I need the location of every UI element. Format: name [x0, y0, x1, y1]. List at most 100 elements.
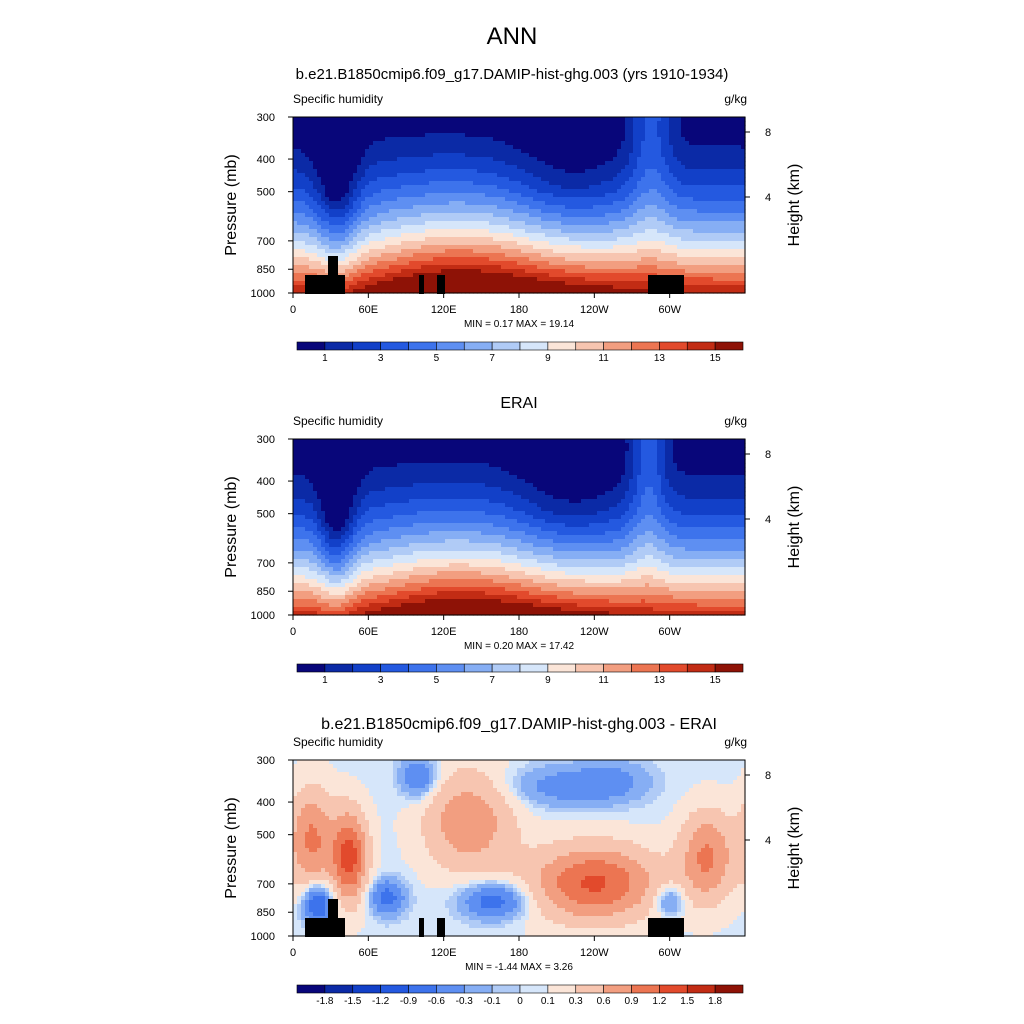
- units-label: g/kg: [724, 735, 747, 749]
- colorbar-label: 11: [598, 353, 609, 364]
- right-axis-title: Height (km): [786, 486, 803, 569]
- x-tick-label: 120W: [580, 304, 609, 316]
- colorbar-swatch: [436, 341, 465, 351]
- colorbar-swatch: [659, 663, 688, 673]
- x-tick-label: 60E: [359, 304, 379, 316]
- x-tick-label: 60W: [658, 304, 681, 316]
- y-tick-label: 400: [257, 154, 275, 166]
- x-tick-label: 60E: [359, 947, 379, 959]
- colorbar-swatch: [603, 341, 632, 351]
- panel-title: b.e21.B1850cmip6.f09_g17.DAMIP-hist-ghg.…: [296, 66, 729, 83]
- x-tick-label: 60W: [658, 626, 681, 638]
- colorbar-label: 15: [710, 353, 722, 364]
- colorbar-swatch: [296, 341, 326, 351]
- x-tick-label: 120E: [431, 626, 457, 638]
- terrain-mask: [305, 899, 684, 937]
- colorbar-label: -0.3: [456, 996, 474, 1007]
- colorbar-label: 1.8: [708, 996, 722, 1007]
- y-axis-title: Pressure (mb): [223, 154, 240, 255]
- units-label: g/kg: [724, 92, 747, 106]
- colorbar-swatch: [324, 984, 354, 994]
- y-tick-label: 850: [257, 264, 275, 276]
- variable-name-label: Specific humidity: [293, 735, 383, 749]
- colorbar-swatch: [380, 984, 409, 994]
- panel-title: ERAI: [500, 395, 537, 412]
- height-tick-label: 4: [765, 835, 771, 847]
- colorbar-swatch: [519, 663, 549, 673]
- x-tick-label: 180: [510, 304, 528, 316]
- colorbar-swatch: [631, 984, 660, 994]
- field-contours: [293, 439, 746, 616]
- y-tick-label: 1000: [251, 931, 275, 943]
- colorbar-label: 9: [545, 353, 551, 364]
- colorbar-swatch: [547, 984, 577, 994]
- colorbar-swatch: [408, 341, 437, 351]
- colorbar-swatch: [519, 984, 549, 994]
- y-tick-label: 500: [257, 509, 275, 521]
- colorbar-label: 0.1: [541, 996, 555, 1007]
- y-tick-label: 300: [257, 112, 275, 124]
- height-tick-label: 8: [765, 770, 771, 782]
- colorbar-swatch: [575, 984, 604, 994]
- height-tick-label: 8: [765, 449, 771, 461]
- colorbar-swatch: [408, 663, 437, 673]
- colorbar-swatch: [296, 663, 326, 673]
- colorbar-label: 1: [322, 353, 328, 364]
- x-tick-label: 60W: [658, 947, 681, 959]
- x-tick-label: 120W: [580, 947, 609, 959]
- colorbar-label: 13: [654, 675, 666, 686]
- colorbar-swatch: [352, 341, 381, 351]
- field-contours: [293, 117, 746, 294]
- colorbar-swatch: [491, 663, 521, 673]
- colorbar-swatch: [659, 341, 688, 351]
- terrain-block: [328, 256, 338, 294]
- colorbar-swatch: [408, 984, 437, 994]
- terrain-block: [305, 275, 345, 294]
- colorbar-swatch: [519, 341, 549, 351]
- terrain-block: [419, 275, 424, 294]
- colorbar-swatch: [380, 663, 409, 673]
- variable-name-label: Specific humidity: [293, 92, 383, 106]
- y-tick-label: 500: [257, 187, 275, 199]
- y-tick-label: 1000: [251, 610, 275, 622]
- colorbar-label: 0.3: [569, 996, 583, 1007]
- y-tick-label: 700: [257, 236, 275, 248]
- colorbar-swatch: [547, 341, 577, 351]
- colorbar-label: -0.9: [400, 996, 418, 1007]
- colorbar-swatch: [324, 663, 354, 673]
- colorbar-swatch: [436, 984, 465, 994]
- colorbar-swatch: [547, 663, 577, 673]
- colorbar-swatch: [686, 341, 716, 351]
- colorbar-swatch: [436, 663, 465, 673]
- terrain-block: [648, 275, 684, 294]
- right-axis-title: Height (km): [786, 164, 803, 247]
- colorbar-label: 7: [489, 353, 495, 364]
- terrain-block: [437, 918, 445, 937]
- colorbar-swatch: [380, 341, 409, 351]
- units-label: g/kg: [724, 414, 747, 428]
- colorbar-swatch: [463, 341, 493, 351]
- colorbar-swatch: [296, 984, 326, 994]
- height-tick-label: 8: [765, 127, 771, 139]
- colorbar-label: 1.2: [652, 996, 666, 1007]
- colorbar-label: 0.6: [597, 996, 611, 1007]
- y-tick-label: 850: [257, 586, 275, 598]
- field-contours: [293, 760, 746, 937]
- y-tick-label: 500: [257, 830, 275, 842]
- colorbar-label: 7: [489, 675, 495, 686]
- x-tick-label: 180: [510, 947, 528, 959]
- height-tick-label: 4: [765, 514, 771, 526]
- y-tick-label: 400: [257, 476, 275, 488]
- colorbar-swatch: [463, 984, 493, 994]
- colorbar-swatch: [491, 984, 521, 994]
- colorbar-swatch: [463, 663, 493, 673]
- colorbar-label: -1.5: [344, 996, 362, 1007]
- x-tick-label: 60E: [359, 626, 379, 638]
- colorbar-label: -1.8: [316, 996, 334, 1007]
- terrain-block: [648, 918, 684, 937]
- panel-1: b.e21.B1850cmip6.f09_g17.DAMIP-hist-ghg.…: [223, 66, 803, 364]
- colorbar-label: -0.1: [484, 996, 502, 1007]
- x-tick-label: 120W: [580, 626, 609, 638]
- colorbar-swatch: [352, 984, 381, 994]
